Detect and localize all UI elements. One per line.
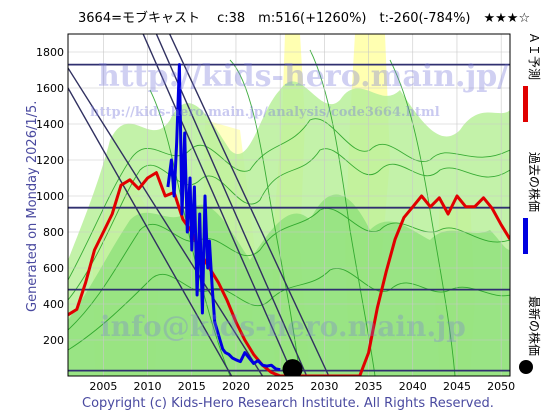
y-tick-label: 1200 bbox=[36, 154, 64, 167]
y-tick-label: 400 bbox=[43, 298, 64, 311]
legend-past-label: 過去の株価 bbox=[527, 152, 542, 212]
y-tick-label: 200 bbox=[43, 334, 64, 347]
plot-border bbox=[67, 33, 511, 377]
legend-latest-label: 最新の株価 bbox=[527, 296, 542, 356]
legend: ＡＩ予測 過去の株価 最新の株価 bbox=[519, 32, 542, 374]
x-tick-label: 2050 bbox=[487, 380, 515, 393]
x-tick-label: 2010 bbox=[134, 380, 162, 393]
trend-line bbox=[169, 34, 330, 376]
band-green-light bbox=[68, 81, 510, 376]
watermark-url: http://kids-hero.main.jp/ bbox=[98, 59, 508, 94]
x-tick-label: 2035 bbox=[355, 380, 383, 393]
legend-latest-dot bbox=[519, 360, 533, 374]
x-tick-label: 2030 bbox=[310, 380, 338, 393]
copyright-text: Copyright (c) Kids-Hero Research Institu… bbox=[82, 396, 494, 411]
legend-ai-swatch bbox=[523, 86, 528, 122]
trend-line bbox=[142, 34, 295, 376]
y-tick-label: 1400 bbox=[36, 118, 64, 131]
y-tick-label: 1600 bbox=[36, 82, 64, 95]
series-line bbox=[166, 63, 281, 372]
legend-ai-label: ＡＩ予測 bbox=[527, 32, 541, 80]
watermark-sub: http://kids-hero.main.jp/analysis/code36… bbox=[90, 105, 440, 120]
chart-header: 3664=モブキャスト c:38 m:516(+1260%) t:-260(-7… bbox=[78, 10, 530, 26]
y-tick-label: 1000 bbox=[36, 190, 64, 203]
watermark-email: info@kids-hero.main.jp bbox=[100, 310, 466, 343]
trend-line bbox=[68, 87, 233, 376]
x-tick-label: 2045 bbox=[443, 380, 471, 393]
trend-line bbox=[155, 34, 308, 376]
legend-past-swatch bbox=[523, 218, 528, 254]
generated-date-label: Generated on Monday 2026/1/5. bbox=[25, 101, 40, 312]
y-tick-label: 800 bbox=[43, 226, 64, 239]
x-tick-label: 2015 bbox=[178, 380, 206, 393]
series-line bbox=[68, 171, 510, 376]
trend-line bbox=[68, 66, 264, 376]
latest-price-dot bbox=[282, 359, 303, 376]
y-tick-label: 1800 bbox=[36, 46, 64, 59]
y-tick-label: 600 bbox=[43, 262, 64, 275]
x-tick-label: 2025 bbox=[266, 380, 294, 393]
x-tick-label: 2020 bbox=[222, 380, 250, 393]
x-tick-label: 2005 bbox=[89, 380, 117, 393]
x-tick-label: 2040 bbox=[399, 380, 427, 393]
